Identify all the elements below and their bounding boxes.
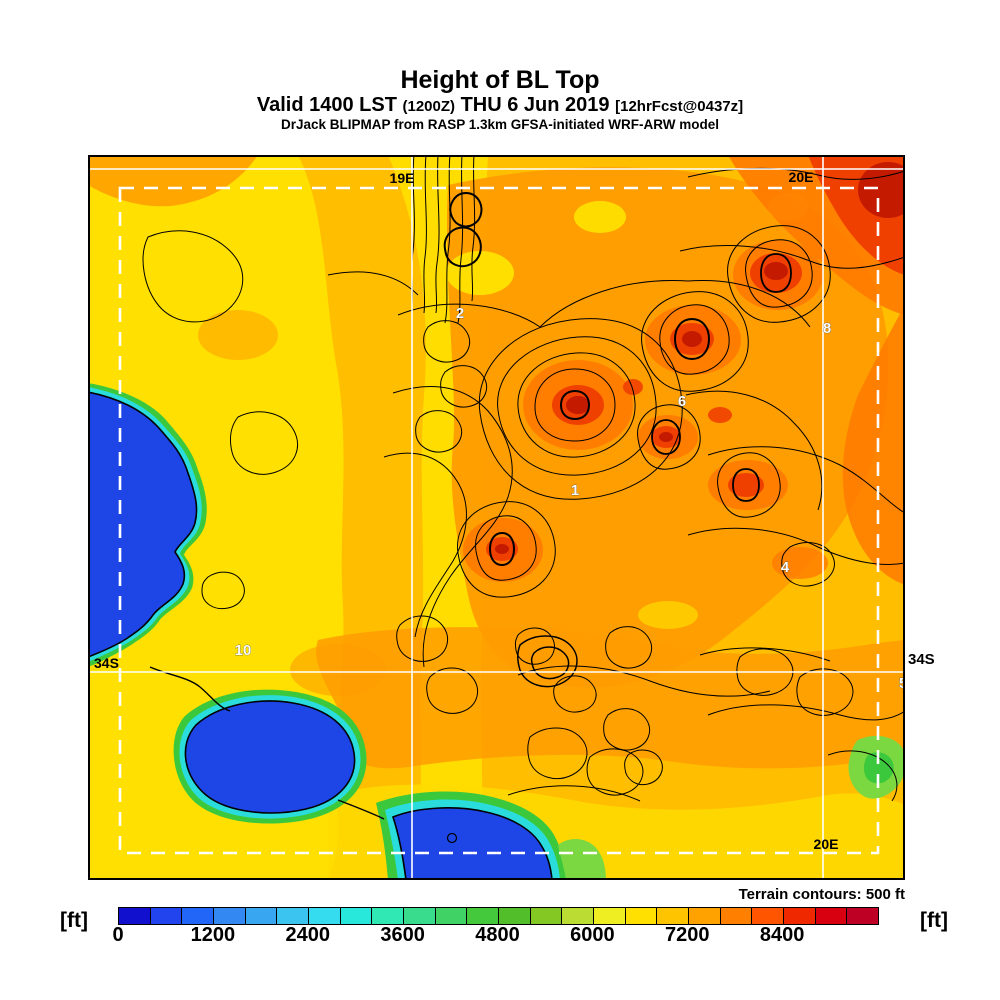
site-label-1: 1 — [571, 482, 579, 499]
site-label-6: 6 — [678, 393, 686, 410]
colorbar-segment — [594, 908, 626, 924]
page-title: Height of BL Top — [400, 66, 600, 94]
colorbar-tick-label: 7200 — [665, 924, 710, 946]
colorbar — [118, 907, 879, 925]
grid-label-20e-bottom: 20E — [814, 836, 839, 852]
colorbar-segment — [562, 908, 595, 924]
colorbar-tick-labels: 0 1200 2400 3600 4800 6000 7200 8400 — [112, 924, 918, 946]
grid-label-34s-left: 34S — [94, 655, 119, 671]
colorbar-segment — [372, 908, 405, 924]
domain-boundary-dashed — [118, 186, 880, 855]
colorbar-units-left: [ft] — [60, 909, 88, 932]
colorbar-segment — [435, 908, 468, 924]
model-line: DrJack BLIPMAP from RASP 1.3km GFSA-init… — [280, 117, 720, 132]
colorbar-segment — [404, 908, 436, 924]
grid-label-34s-right: 34S — [908, 651, 935, 668]
colorbar-segment — [847, 908, 879, 924]
water-layer — [88, 383, 905, 880]
colorbar-segment — [752, 908, 785, 924]
colorbar-tick-label: 2400 — [285, 924, 331, 946]
site-label-5: 5 — [899, 675, 905, 692]
map-border — [88, 155, 905, 880]
colorbar-segment — [340, 908, 373, 924]
colorbar-segment — [530, 908, 563, 924]
site-label-8: 8 — [823, 320, 831, 337]
map-canvas: 19E 20E 20E 34S 1 2 4 5 6 8 10 — [88, 155, 905, 880]
forecast-tag: [12hrFcst@0437z] — [615, 98, 744, 115]
valid-time-line: Valid 1400 LST (1200Z) THU 6 Jun 2019 [1… — [0, 94, 1000, 117]
colorbar-segment — [720, 908, 753, 924]
colorbar-segment — [625, 908, 658, 924]
map-plot: 19E 20E 20E 34S 1 2 4 5 6 8 10 — [88, 155, 905, 880]
terrain-contour-lines — [142, 155, 905, 802]
colorbar-segment — [214, 908, 246, 924]
valid-zulu: (1200Z) — [402, 98, 456, 115]
grid-label-19e-top: 19E — [390, 170, 415, 186]
colorbar-segment — [309, 908, 341, 924]
colorbar-tick-label: 0 — [112, 924, 124, 946]
colorbar-segment — [245, 908, 278, 924]
colorbar-segment — [182, 908, 215, 924]
colorbar-tick-label: 1200 — [190, 924, 236, 946]
colorbar-segment — [119, 908, 151, 924]
colorbar-segment — [815, 908, 848, 924]
colorbar-segment — [784, 908, 816, 924]
colorbar-segment — [150, 908, 183, 924]
valid-date: THU 6 Jun 2019 — [460, 94, 610, 116]
grid-label-20e-top: 20E — [789, 169, 814, 185]
colorbar-segment — [277, 908, 310, 924]
colorbar-segment — [689, 908, 721, 924]
site-label-2: 2 — [456, 305, 464, 322]
colorbar-tick-label: 4800 — [475, 924, 520, 946]
site-label-4: 4 — [781, 559, 790, 576]
colorbar-segment — [467, 908, 500, 924]
colorbar-segment — [657, 908, 690, 924]
colorbar-units-right: [ft] — [920, 909, 948, 932]
site-label-10: 10 — [235, 642, 252, 659]
terrain-contours-note: Terrain contours: 500 ft — [738, 886, 905, 903]
colorbar-tick-label: 6000 — [570, 924, 615, 946]
colorbar-segment — [499, 908, 531, 924]
valid-prefix: Valid 1400 LST — [256, 94, 397, 116]
graticule-lines — [88, 155, 905, 880]
site-number-labels: 1 2 4 5 6 8 10 — [234, 305, 905, 693]
colorbar-tick-label: 8400 — [759, 924, 805, 946]
graticule-labels: 19E 20E 20E 34S — [94, 169, 838, 852]
colorbar-tick-label: 3600 — [380, 924, 425, 946]
